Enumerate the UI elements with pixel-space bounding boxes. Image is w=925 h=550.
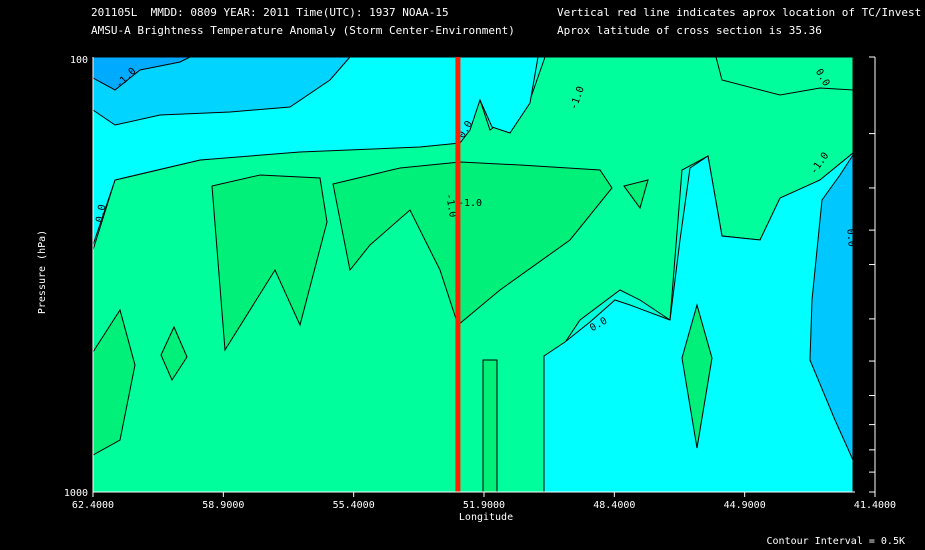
x-ticks: 62.4000 58.9000 55.4000 51.9000 48.4000 44.90… bbox=[72, 492, 896, 511]
x-tick-label: 58.9000 bbox=[202, 500, 244, 511]
contour-region-warm-column bbox=[482, 359, 498, 493]
x-axis-label: Longitude bbox=[459, 512, 513, 523]
right-ticks bbox=[869, 56, 875, 493]
axes: 62.4000 58.9000 55.4000 51.9000 48.4000 44.90… bbox=[64, 55, 896, 511]
header-line2-left: AMSU-A Brightness Temperature Anomaly (S… bbox=[91, 24, 515, 37]
y-axis-label: Pressure (hPa) bbox=[37, 230, 48, 314]
contour-region-warm-diamond-left bbox=[160, 325, 188, 382]
contour-label: -1.0 bbox=[443, 193, 458, 219]
y-tick-label-bottom: 1000 bbox=[64, 488, 88, 499]
header-line2-right: Aprox latitude of cross section is 35.36 bbox=[557, 24, 822, 37]
contour-label: -1.0 bbox=[458, 198, 482, 209]
x-tick-label: 62.4000 bbox=[72, 500, 114, 511]
contour-region-cyan-right bbox=[543, 105, 854, 493]
contour-region-blue-right bbox=[809, 153, 854, 461]
y-tick-label-top: 100 bbox=[70, 55, 88, 66]
plot-area bbox=[92, 56, 854, 493]
contour-interval-note: Contour Interval = 0.5K bbox=[767, 536, 905, 547]
x-tick-label: 41.4000 bbox=[854, 500, 896, 511]
contour-region-warm-center bbox=[332, 161, 613, 326]
header-line1-right: Vertical red line indicates aprox locati… bbox=[557, 6, 922, 19]
contour-region-warm-left bbox=[211, 174, 328, 352]
contour-label: 0.0 bbox=[95, 204, 109, 224]
x-tick-label: 51.9000 bbox=[463, 500, 505, 511]
contour-region-blue-topleft bbox=[92, 56, 352, 126]
contour-region-warm-small-right bbox=[623, 179, 649, 210]
header-line1-left: 201105L MMDD: 0809 YEAR: 2011 Time(UTC):… bbox=[91, 6, 449, 19]
contour-label: 0.0 bbox=[844, 228, 857, 247]
x-tick-label: 55.4000 bbox=[333, 500, 375, 511]
x-tick-label: 44.9000 bbox=[724, 500, 766, 511]
x-tick-label: 48.4000 bbox=[593, 500, 635, 511]
contour-region-warm-diamond-right bbox=[681, 303, 713, 449]
